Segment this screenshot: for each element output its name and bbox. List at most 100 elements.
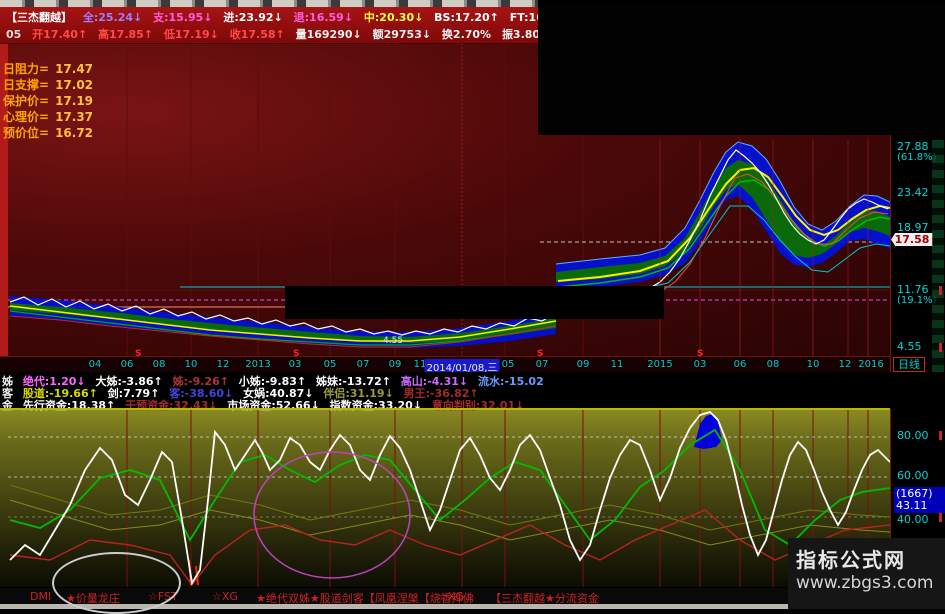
date-label: 2015 bbox=[647, 359, 673, 370]
white-annotation-ellipse bbox=[52, 552, 181, 614]
indicator-row-2: 客 股道:-19.66↑ 剑:7.79↑ 客:-38.60↓ 女娲:40.87↓… bbox=[2, 385, 485, 401]
left-red-strip bbox=[0, 43, 8, 356]
date-label: 10 bbox=[806, 359, 820, 370]
axis-label: 80.00 bbox=[897, 429, 929, 442]
indicator-value: 姊妹:-13.72↑ bbox=[315, 375, 391, 388]
inner-band-right bbox=[556, 160, 890, 282]
indicator-value: 伴侣:31.19↓ bbox=[323, 387, 394, 400]
window-title: 【三杰翻越】 bbox=[6, 11, 72, 24]
level-row: 心理价= 17.37 bbox=[3, 110, 94, 124]
blue-signal-blob bbox=[694, 414, 722, 449]
indicator-value: 股道:-19.66↑ bbox=[22, 387, 98, 400]
indicator-row-3: 金 先行资金:18.38↑ 干预资金:32.43↓ 市场资金:52.66↓ 指数… bbox=[2, 397, 530, 413]
indicator-row-1: 姊 绝代:1.20↓ 大姊:-3.86↑ 姊:-9.26↑ 小姊:-9.83↑ … bbox=[2, 373, 550, 389]
amount: 额29753↓ bbox=[372, 28, 432, 41]
axis-tick-red bbox=[939, 431, 942, 440]
date-label: 03 bbox=[693, 359, 707, 370]
panel-separator bbox=[0, 408, 890, 410]
axis-label: 40.00 bbox=[897, 513, 929, 526]
olive-line-a bbox=[9, 499, 890, 546]
axis-label: 18.97 bbox=[897, 221, 929, 234]
volume: 量169290↓ bbox=[295, 28, 362, 41]
close-price: 收17.58↑ bbox=[229, 28, 285, 41]
date-label: 06 bbox=[733, 359, 747, 370]
highlighted-axis-value: (1667) 43.11 bbox=[894, 487, 945, 513]
axis-tick-red bbox=[939, 343, 942, 352]
indicator-value: 指数资金:33.20↓ bbox=[329, 399, 423, 412]
indicator-value: 男王:-36.82↑ bbox=[403, 387, 479, 400]
sell-marker: S bbox=[537, 349, 544, 359]
date-label: 05 bbox=[323, 359, 337, 370]
quote-item: 进:23.92↓ bbox=[223, 11, 283, 24]
sell-marker: S bbox=[135, 349, 142, 359]
high-price: 高17.85↑ bbox=[98, 28, 154, 41]
low-price-annotation: 4.55 bbox=[383, 336, 404, 346]
current-price-tag: 17.58 bbox=[891, 233, 933, 246]
highlight-line1: (1667) bbox=[896, 487, 933, 500]
right-edge-vertical-text bbox=[932, 140, 944, 378]
watermark-title: 指标公式网 bbox=[796, 548, 906, 572]
stock-code-fragment: 05 bbox=[6, 28, 22, 41]
indicator-value: 大姊:-3.86↑ bbox=[95, 375, 163, 388]
tab-dmi[interactable]: DMI bbox=[30, 590, 52, 603]
boll-band-left bbox=[10, 296, 556, 348]
indicator-value: 市场资金:52.66↓ bbox=[227, 399, 320, 412]
axis-label: 27.88 bbox=[897, 140, 929, 153]
level-row: 日支撑= 17.02 bbox=[3, 78, 94, 92]
date-label: 08 bbox=[766, 359, 780, 370]
indicator-value: 姊:-9.26↑ bbox=[172, 375, 229, 388]
indicator-value: 小姊:-9.83↑ bbox=[238, 375, 307, 388]
indicator-value: 先行资金:18.38↑ bbox=[22, 399, 116, 412]
watermark-url: www.zbgs3.com bbox=[796, 573, 934, 593]
date-label: 12 bbox=[838, 359, 852, 370]
white-osc-line bbox=[9, 410, 890, 586]
date-label: 06 bbox=[120, 359, 134, 370]
quote-item: 中:20.30↓ bbox=[363, 11, 424, 24]
tab-combined-indicators[interactable]: ★绝代双姊★股道剑客【凤凰涅槃【烧香拜佛 bbox=[256, 592, 474, 605]
top-toolbar-clipped bbox=[0, 0, 538, 7]
highlight-line2: 43.11 bbox=[896, 499, 928, 512]
indicator-value: 高山:-4.31↓ bbox=[400, 375, 469, 388]
grid-bright bbox=[659, 140, 869, 356]
row-prefix: 金 bbox=[2, 399, 13, 412]
date-label: 08 bbox=[152, 359, 166, 370]
period-selector[interactable]: 日线 bbox=[893, 357, 925, 372]
magenta-annotation-ellipse bbox=[253, 451, 411, 579]
green-osc-line bbox=[9, 428, 890, 547]
redaction-box-middle bbox=[285, 286, 664, 319]
axis-tick-red bbox=[939, 286, 942, 295]
date-label: 12 bbox=[216, 359, 230, 370]
axis-label: 11.76 bbox=[897, 283, 929, 296]
indicator-value: 女娲:40.87↓ bbox=[243, 387, 314, 400]
date-label: 05 bbox=[501, 359, 515, 370]
indicator-value: 意向判别:32.01↓ bbox=[431, 399, 525, 412]
sell-marker: S bbox=[293, 349, 300, 359]
axis-tick-red bbox=[939, 513, 942, 522]
sell-marker: S bbox=[697, 349, 704, 359]
window-bottom-edge bbox=[0, 604, 945, 609]
date-label: 11 bbox=[610, 359, 624, 370]
date-label: 07 bbox=[356, 359, 370, 370]
redaction-box-top bbox=[538, 5, 945, 135]
tab-xg-2[interactable]: ☆XG bbox=[438, 590, 464, 603]
date-label: 07 bbox=[535, 359, 549, 370]
date-label: 11 bbox=[413, 359, 427, 370]
tab-xg-1[interactable]: ☆XG bbox=[212, 590, 238, 603]
date-label: 03 bbox=[288, 359, 302, 370]
main-chart-canvas bbox=[8, 43, 890, 356]
inner-band-left bbox=[10, 303, 556, 343]
low-price: 低17.19↓ bbox=[163, 28, 219, 41]
current-date-label: 2014/01/08,三 bbox=[424, 359, 500, 374]
date-label: 09 bbox=[576, 359, 590, 370]
indicator-value: 流水:-15.02 bbox=[477, 375, 544, 388]
axis-sublabel: (19.1%) bbox=[897, 295, 937, 306]
candle-trace bbox=[9, 149, 889, 336]
row-prefix: 客 bbox=[2, 387, 13, 400]
date-label: 2013 bbox=[245, 359, 271, 370]
dark-red-line bbox=[9, 509, 890, 587]
level-row: 保护价= 17.19 bbox=[3, 94, 94, 108]
tab-sanjie-funds[interactable]: 【三杰翻越★分流资金 bbox=[490, 592, 599, 605]
date-label: 04 bbox=[88, 359, 102, 370]
indicator-value: 客:-38.60↓ bbox=[169, 387, 234, 400]
axis-label: 4.55 bbox=[897, 340, 922, 353]
